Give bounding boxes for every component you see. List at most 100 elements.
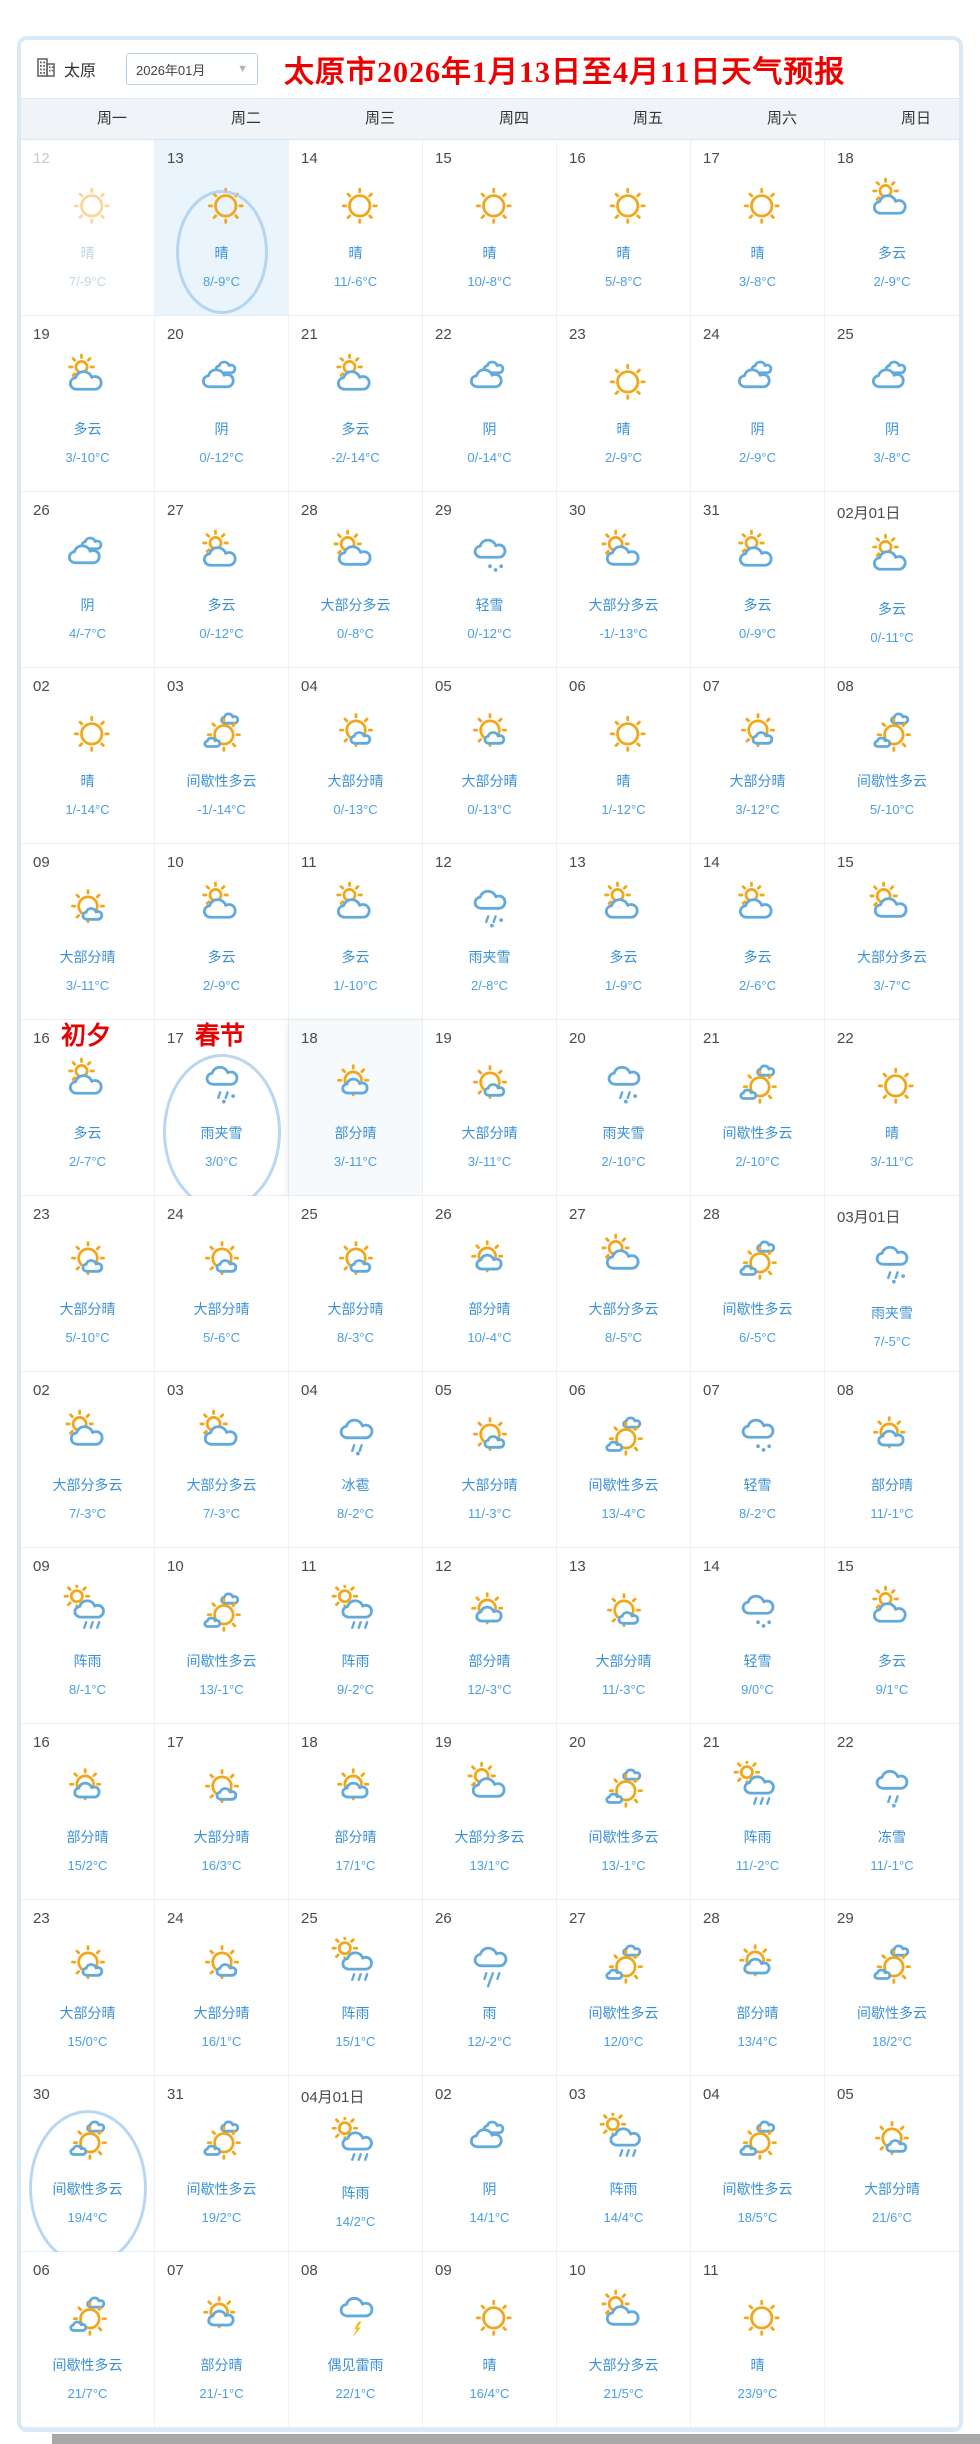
day-cell[interactable]: 26 雨 12/-2°C: [423, 1900, 557, 2076]
day-cell[interactable]: 04 大部分晴 0/-13°C: [289, 668, 423, 844]
day-cell[interactable]: 30 间歇性多云 19/4°C: [21, 2076, 155, 2266]
day-cell[interactable]: 07 大部分晴 3/-12°C: [691, 668, 825, 844]
day-cell[interactable]: 16 晴 5/-8°C: [557, 140, 691, 316]
day-cell[interactable]: 02 晴 1/-14°C: [21, 668, 155, 844]
day-cell[interactable]: 10 多云 2/-9°C: [155, 844, 289, 1020]
day-cell[interactable]: 28 部分晴 13/4°C: [691, 1900, 825, 2076]
day-cell[interactable]: 18 部分晴 17/1°C: [289, 1724, 423, 1900]
day-cell[interactable]: 11 多云 1/-10°C: [289, 844, 423, 1020]
city-selector[interactable]: 太原: [35, 56, 96, 83]
day-cell[interactable]: 02 阴 14/1°C: [423, 2076, 557, 2252]
day-cell[interactable]: 14 晴 11/-6°C: [289, 140, 423, 316]
day-cell[interactable]: 09 阵雨 8/-1°C: [21, 1548, 155, 1724]
day-cell[interactable]: 23 大部分晴 5/-10°C: [21, 1196, 155, 1372]
day-cell[interactable]: 12 晴 7/-9°C: [21, 140, 155, 316]
day-cell[interactable]: 14 多云 2/-6°C: [691, 844, 825, 1020]
day-cell[interactable]: 24 阴 2/-9°C: [691, 316, 825, 492]
day-cell[interactable]: 13 多云 1/-9°C: [557, 844, 691, 1020]
day-cell[interactable]: 08 间歇性多云 5/-10°C: [825, 668, 959, 844]
day-cell[interactable]: 05 大部分晴 21/6°C: [825, 2076, 959, 2252]
day-cell[interactable]: 25 阵雨 15/1°C: [289, 1900, 423, 2076]
day-cell[interactable]: 18 部分晴 3/-11°C: [289, 1020, 423, 1196]
day-cell[interactable]: 10 间歇性多云 13/-1°C: [155, 1548, 289, 1724]
day-cell[interactable]: 04 冰雹 8/-2°C: [289, 1372, 423, 1548]
day-cell[interactable]: 13 大部分晴 11/-3°C: [557, 1548, 691, 1724]
day-cell[interactable]: 25 大部分晴 8/-3°C: [289, 1196, 423, 1372]
day-cell[interactable]: 31 间歇性多云 19/2°C: [155, 2076, 289, 2252]
day-cell[interactable]: 14 轻雪 9/0°C: [691, 1548, 825, 1724]
day-cell[interactable]: 20 阴 0/-12°C: [155, 316, 289, 492]
day-cell[interactable]: 03 大部分多云 7/-3°C: [155, 1372, 289, 1548]
day-cell[interactable]: 06 间歇性多云 13/-4°C: [557, 1372, 691, 1548]
day-cell[interactable]: 03月01日 雨夹雪 7/-5°C: [825, 1196, 959, 1372]
day-cell[interactable]: 19 多云 3/-10°C: [21, 316, 155, 492]
temperature-range: 5/-8°C: [605, 274, 642, 289]
day-cell[interactable]: 04 间歇性多云 18/5°C: [691, 2076, 825, 2252]
mostly-sunny-icon: [423, 701, 556, 763]
day-cell[interactable]: 11 晴 23/9°C: [691, 2252, 825, 2428]
day-cell[interactable]: 27 大部分多云 8/-5°C: [557, 1196, 691, 1372]
day-cell[interactable]: 28 间歇性多云 6/-5°C: [691, 1196, 825, 1372]
day-cell[interactable]: 05 大部分晴 11/-3°C: [423, 1372, 557, 1548]
day-cell[interactable]: 29 间歇性多云 18/2°C: [825, 1900, 959, 2076]
day-cell[interactable]: 21 多云 -2/-14°C: [289, 316, 423, 492]
day-cell[interactable]: 31 多云 0/-9°C: [691, 492, 825, 668]
day-cell[interactable]: 28 大部分多云 0/-8°C: [289, 492, 423, 668]
day-cell[interactable]: 06 间歇性多云 21/7°C: [21, 2252, 155, 2428]
day-cell[interactable]: 09 晴 16/4°C: [423, 2252, 557, 2428]
day-cell[interactable]: 06 晴 1/-12°C: [557, 668, 691, 844]
day-cell[interactable]: 12 雨夹雪 2/-8°C: [423, 844, 557, 1020]
day-cell[interactable]: 20 雨夹雪 2/-10°C: [557, 1020, 691, 1196]
day-cell[interactable]: 21 阵雨 11/-2°C: [691, 1724, 825, 1900]
day-cell[interactable]: 09 大部分晴 3/-11°C: [21, 844, 155, 1020]
day-cell[interactable]: 21 间歇性多云 2/-10°C: [691, 1020, 825, 1196]
month-dropdown[interactable]: 2026年01月 ▼: [126, 53, 259, 85]
day-cell[interactable]: 22 冻雪 11/-1°C: [825, 1724, 959, 1900]
day-cell[interactable]: 27 间歇性多云 12/0°C: [557, 1900, 691, 2076]
day-cell[interactable]: 15 晴 10/-8°C: [423, 140, 557, 316]
day-cell[interactable]: 26 阴 4/-7°C: [21, 492, 155, 668]
day-cell[interactable]: 07 部分晴 21/-1°C: [155, 2252, 289, 2428]
day-cell[interactable]: 07 轻雪 8/-2°C: [691, 1372, 825, 1548]
day-cell[interactable]: 13 晴 8/-9°C: [155, 140, 289, 316]
day-cell[interactable]: 18 多云 2/-9°C: [825, 140, 959, 316]
temperature-range: 12/0°C: [603, 2034, 644, 2049]
day-cell[interactable]: 17 大部分晴 16/3°C: [155, 1724, 289, 1900]
day-cell[interactable]: 11 阵雨 9/-2°C: [289, 1548, 423, 1724]
day-cell[interactable]: 08 偶见雷雨 22/1°C: [289, 2252, 423, 2428]
day-cell[interactable]: 25 阴 3/-8°C: [825, 316, 959, 492]
day-cell[interactable]: 19 大部分晴 3/-11°C: [423, 1020, 557, 1196]
temperature-range: 0/-11°C: [870, 630, 914, 645]
day-cell[interactable]: 29 轻雪 0/-12°C: [423, 492, 557, 668]
day-cell[interactable]: 17 晴 3/-8°C: [691, 140, 825, 316]
day-cell[interactable]: 08 部分晴 11/-1°C: [825, 1372, 959, 1548]
weather-description: 冰雹: [341, 1477, 370, 1493]
day-cell[interactable]: 19 大部分多云 13/1°C: [423, 1724, 557, 1900]
day-cell[interactable]: 12 部分晴 12/-3°C: [423, 1548, 557, 1724]
day-cell[interactable]: 05 大部分晴 0/-13°C: [423, 668, 557, 844]
day-cell[interactable]: 24 大部分晴 5/-6°C: [155, 1196, 289, 1372]
day-cell[interactable]: 22 晴 3/-11°C: [825, 1020, 959, 1196]
day-cell[interactable]: 26 部分晴 10/-4°C: [423, 1196, 557, 1372]
day-cell[interactable]: 17 春节 雨夹雪 3/0°C: [155, 1020, 289, 1210]
day-cell[interactable]: 30 大部分多云 -1/-13°C: [557, 492, 691, 668]
temperature-range: 4/-7°C: [69, 626, 106, 641]
day-cell[interactable]: 27 多云 0/-12°C: [155, 492, 289, 668]
day-cell[interactable]: 03 间歇性多云 -1/-14°C: [155, 668, 289, 844]
day-cell[interactable]: 24 大部分晴 16/1°C: [155, 1900, 289, 2076]
day-cell[interactable]: 03 阵雨 14/4°C: [557, 2076, 691, 2252]
day-cell[interactable]: 04月01日 阵雨 14/2°C: [289, 2076, 423, 2252]
day-cell[interactable]: 15 多云 9/1°C: [825, 1548, 959, 1724]
day-cell[interactable]: 16 部分晴 15/2°C: [21, 1724, 155, 1900]
day-cell[interactable]: 16 初夕 多云 2/-7°C: [21, 1020, 155, 1196]
intermittent-icon: [825, 1933, 959, 1995]
day-cell[interactable]: 20 间歇性多云 13/-1°C: [557, 1724, 691, 1900]
day-cell[interactable]: 02月01日 多云 0/-11°C: [825, 492, 959, 668]
day-cell[interactable]: 23 晴 2/-9°C: [557, 316, 691, 492]
day-cell[interactable]: 23 大部分晴 15/0°C: [21, 1900, 155, 2076]
day-cell[interactable]: 15 大部分多云 3/-7°C: [825, 844, 959, 1020]
day-cell[interactable]: 10 大部分多云 21/5°C: [557, 2252, 691, 2428]
day-cell[interactable]: 22 阴 0/-14°C: [423, 316, 557, 492]
day-number: 16: [33, 1734, 50, 1751]
day-cell[interactable]: 02 大部分多云 7/-3°C: [21, 1372, 155, 1548]
